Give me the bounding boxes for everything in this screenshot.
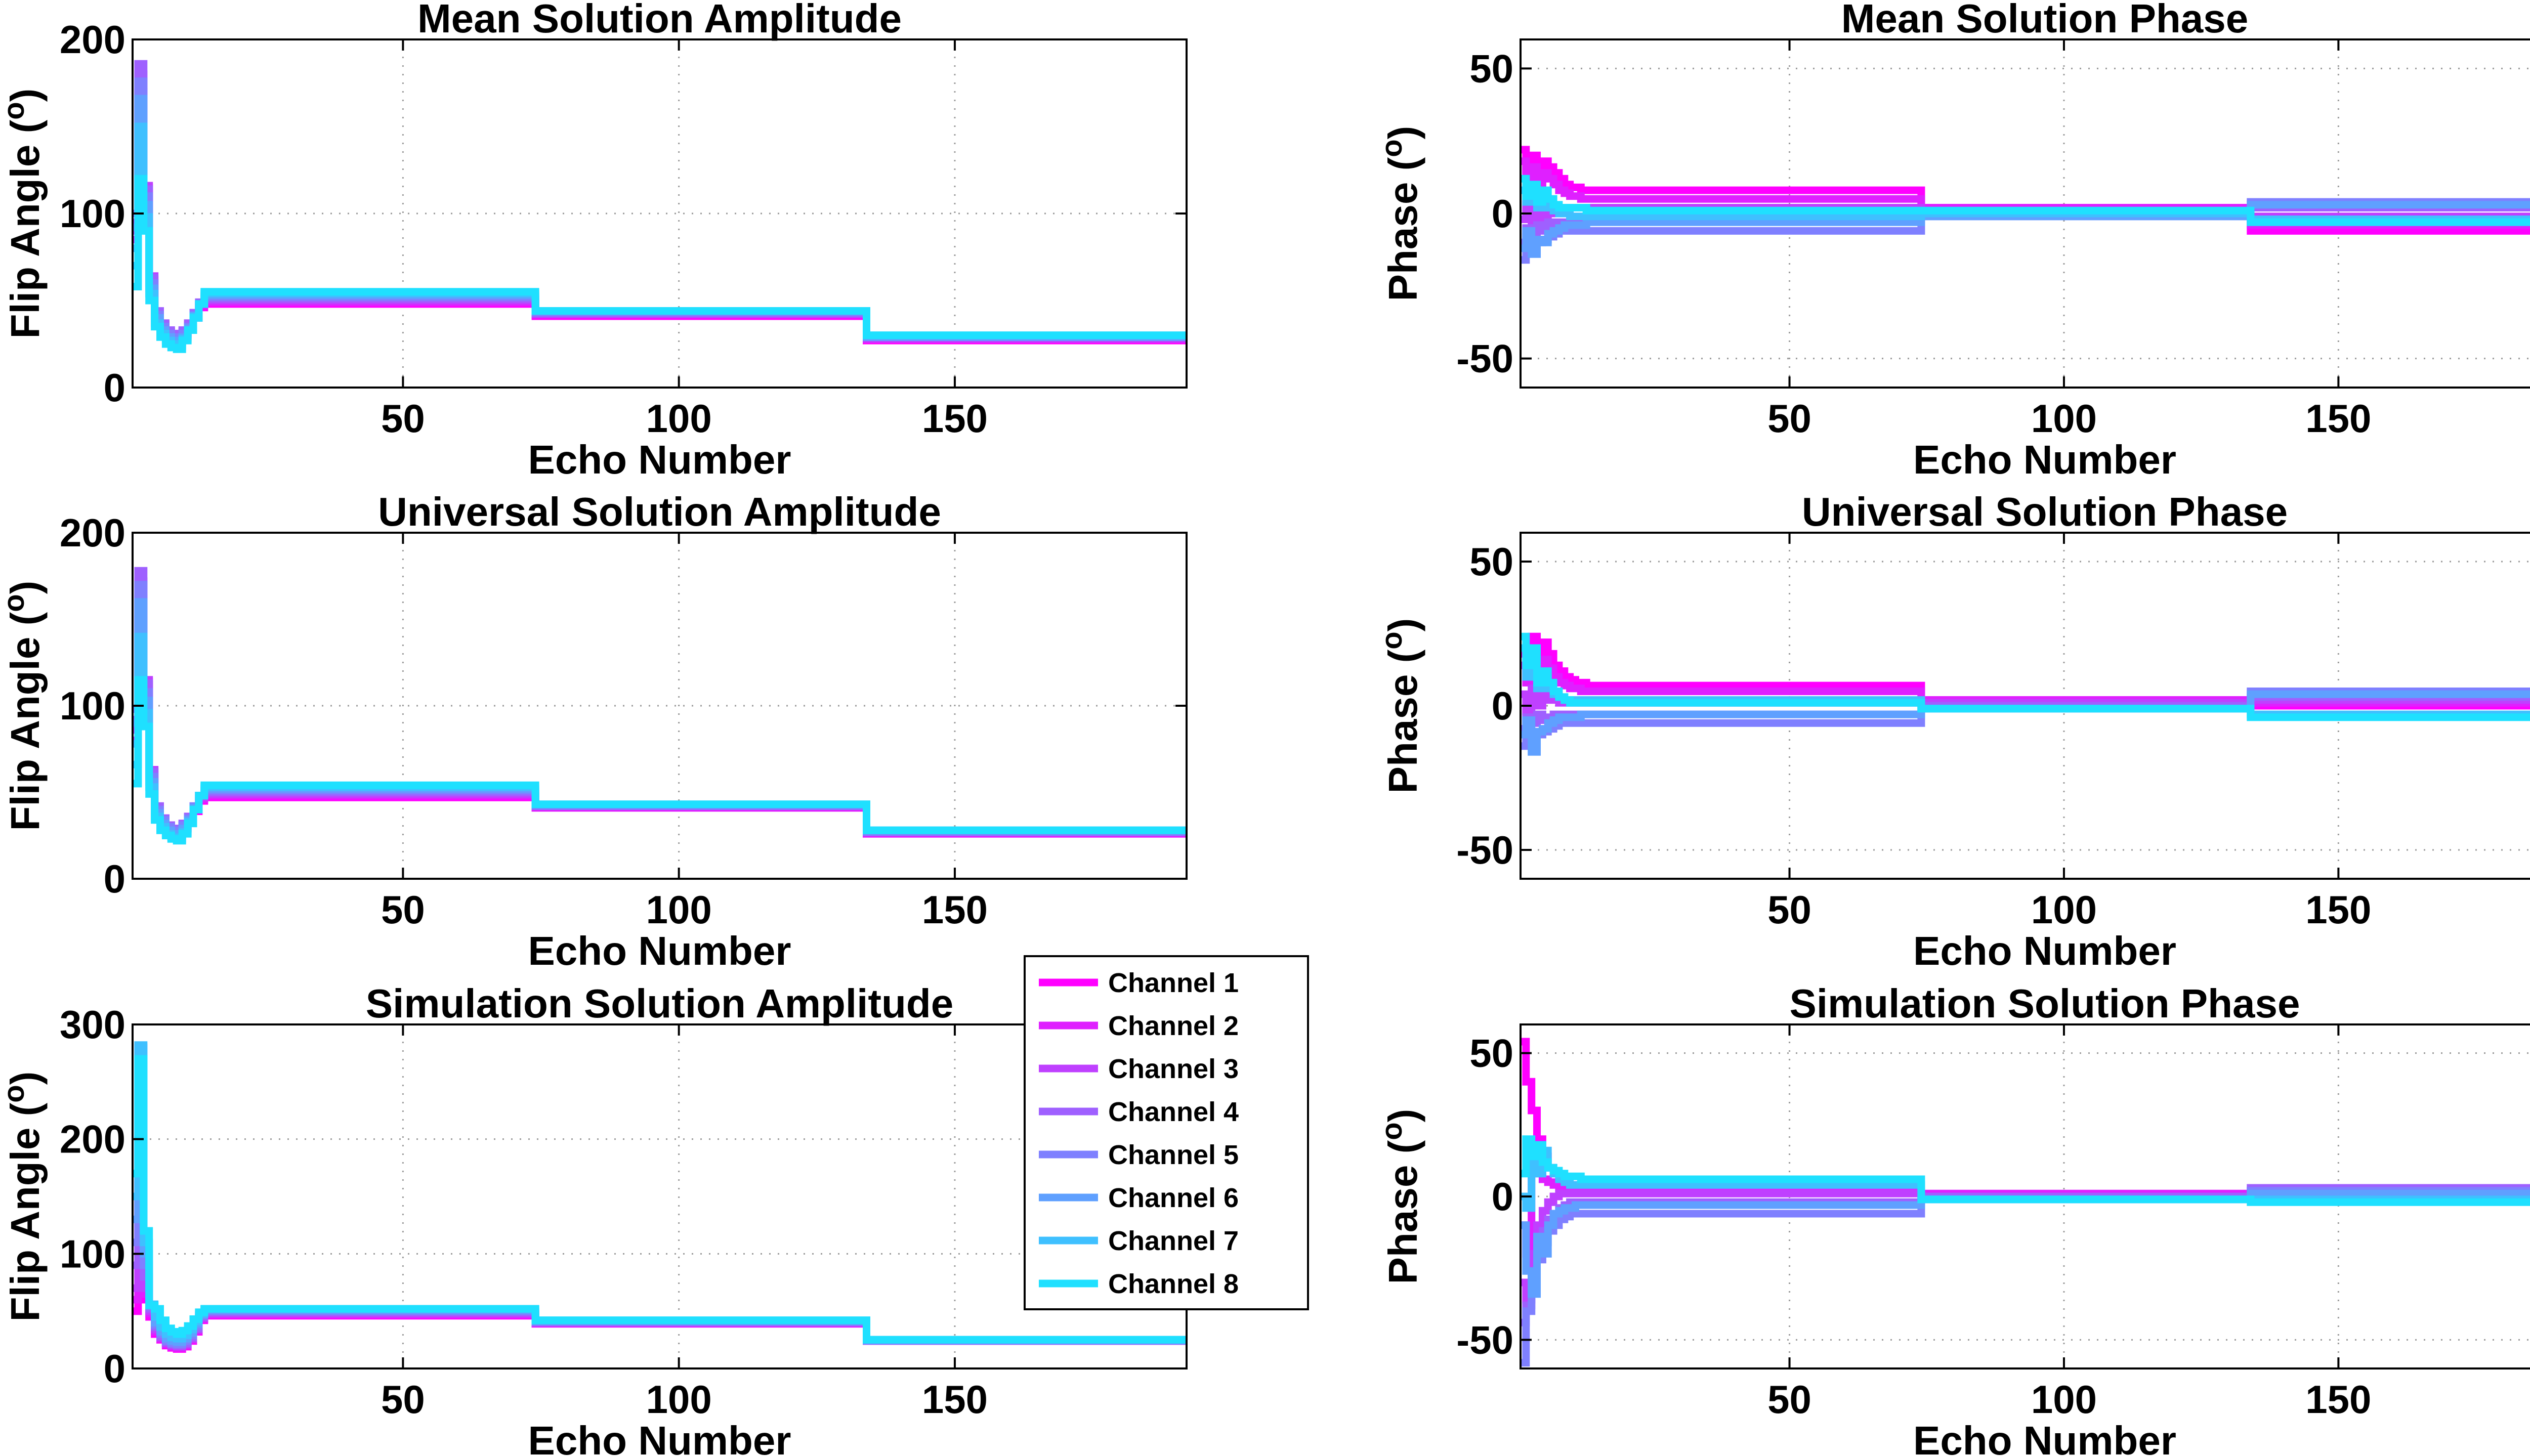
x-tick-label: 150: [2305, 1377, 2371, 1422]
y-tick-label: 0: [1492, 683, 1513, 728]
chart-title: Mean Solution Amplitude: [417, 0, 902, 41]
series-8-line: [133, 676, 1187, 845]
y-tick-label: 0: [104, 365, 125, 410]
x-tick-label: 150: [922, 396, 988, 441]
y-tick-label: -50: [1456, 1317, 1513, 1362]
x-axis-label: Echo Number: [1913, 437, 2176, 482]
legend: Channel 1 Channel 2 Channel 3 Channel 4 Chan…: [1024, 955, 1309, 1310]
y-axis-label: Flip Angle (o): [0, 1072, 48, 1322]
chart-title: Simulation Solution Amplitude: [366, 981, 953, 1026]
x-axis-label: Echo Number: [1913, 928, 2176, 973]
series-group: [133, 1041, 1187, 1353]
y-axis-label: Phase (o): [1375, 618, 1425, 794]
x-tick-label: 150: [2305, 396, 2371, 441]
y-tick-label: 50: [1469, 1031, 1513, 1076]
x-tick-label: 50: [381, 887, 425, 932]
y-tick-label: 200: [60, 510, 125, 555]
y-axis-label: Phase (o): [1375, 126, 1425, 302]
y-tick-label: 100: [60, 683, 125, 728]
panel-simulation-amp: 50 100 150 0 100 200 300 Simulation Solution Am…: [0, 981, 1188, 1456]
panel-universal-phase: 50 100 150 -50 0 50 Universal Solution Phase Ec…: [1375, 489, 2530, 973]
legend-label-2: Channel 2: [1108, 1011, 1239, 1041]
chart-title: Universal Solution Phase: [1802, 489, 2288, 534]
series-8-line: [133, 1055, 1187, 1344]
x-tick-label: 100: [646, 887, 712, 932]
legend-label-6: Channel 6: [1108, 1183, 1239, 1213]
y-tick-label: 0: [104, 1346, 125, 1391]
series-group: [1521, 1038, 2530, 1367]
legend-box: [1024, 955, 1309, 1310]
panel-mean-phase: 50 100 150 -50 0 50 Mean Solution Phase Echo Nu…: [1375, 0, 2530, 482]
x-tick-label: 50: [381, 1377, 425, 1422]
series-group: [133, 567, 1187, 845]
y-tick-label: 0: [1492, 191, 1513, 236]
y-axis-label: Flip Angle (o): [0, 581, 48, 831]
series-6-line: [1521, 690, 2530, 756]
chart-title: Universal Solution Amplitude: [378, 489, 941, 534]
series-8-line: [1521, 1135, 2530, 1206]
legend-label-4: Channel 4: [1108, 1097, 1239, 1127]
x-tick-label: 150: [2305, 887, 2371, 932]
x-tick-label: 50: [1767, 396, 1811, 441]
series-8-line: [133, 175, 1187, 353]
y-axis-label: Flip Angle (o): [0, 89, 48, 339]
series-1-line: [1521, 632, 2530, 710]
x-tick-label: 100: [646, 396, 712, 441]
y-tick-label: 200: [60, 17, 125, 62]
series-8-line: [1521, 632, 2530, 721]
x-tick-label: 100: [2031, 1377, 2097, 1422]
y-tick-label: 0: [104, 857, 125, 901]
x-tick-label: 100: [646, 1377, 712, 1422]
series-1-line: [1521, 146, 2530, 235]
x-axis-label: Echo Number: [528, 928, 791, 973]
series-group: [133, 60, 1187, 353]
x-tick-label: 100: [2031, 396, 2097, 441]
chart-title: Mean Solution Phase: [1841, 0, 2249, 41]
panel-simulation-phase: 50 100 150 -50 0 50 Simulation Solution Phase E…: [1375, 981, 2530, 1456]
legend-label-5: Channel 5: [1108, 1140, 1239, 1170]
y-tick-label: 0: [1492, 1174, 1513, 1219]
series-8-line: [1521, 175, 2530, 226]
y-tick-label: 100: [60, 1231, 125, 1276]
chart-title: Simulation Solution Phase: [1790, 981, 2300, 1026]
legend-label-1: Channel 1: [1108, 968, 1239, 998]
x-tick-label: 50: [381, 396, 425, 441]
legend-label-7: Channel 7: [1108, 1226, 1239, 1256]
y-tick-label: -50: [1456, 336, 1513, 381]
y-tick-label: -50: [1456, 828, 1513, 872]
series-group: [1521, 146, 2530, 264]
x-axis-label: Echo Number: [1913, 1418, 2176, 1456]
x-tick-label: 50: [1767, 887, 1811, 932]
panel-universal-amp: 50 100 150 0 100 200 Universal Solution Amplit…: [0, 489, 1188, 973]
series-6-line: [1521, 201, 2530, 258]
y-tick-label: 50: [1469, 46, 1513, 91]
y-tick-label: 50: [1469, 539, 1513, 584]
y-axis-label: Phase (o): [1375, 1109, 1425, 1284]
series-2-line: [1521, 157, 2530, 229]
x-tick-label: 150: [922, 887, 988, 932]
legend-label-3: Channel 3: [1108, 1054, 1239, 1084]
panel-mean-amp: 50 100 150 0 100 200 Mean Solution Amplitude Ec…: [0, 0, 1188, 482]
series-group: [1521, 632, 2530, 756]
x-axis-label: Echo Number: [528, 437, 791, 482]
y-tick-label: 200: [60, 1117, 125, 1162]
y-tick-label: 300: [60, 1002, 125, 1047]
x-tick-label: 100: [2031, 887, 2097, 932]
x-tick-label: 150: [922, 1377, 988, 1422]
x-tick-label: 50: [1767, 1377, 1811, 1422]
legend-label-8: Channel 8: [1108, 1269, 1239, 1299]
x-axis-label: Echo Number: [528, 1418, 791, 1456]
y-tick-label: 100: [60, 191, 125, 236]
series-6-line: [1521, 1189, 2530, 1298]
